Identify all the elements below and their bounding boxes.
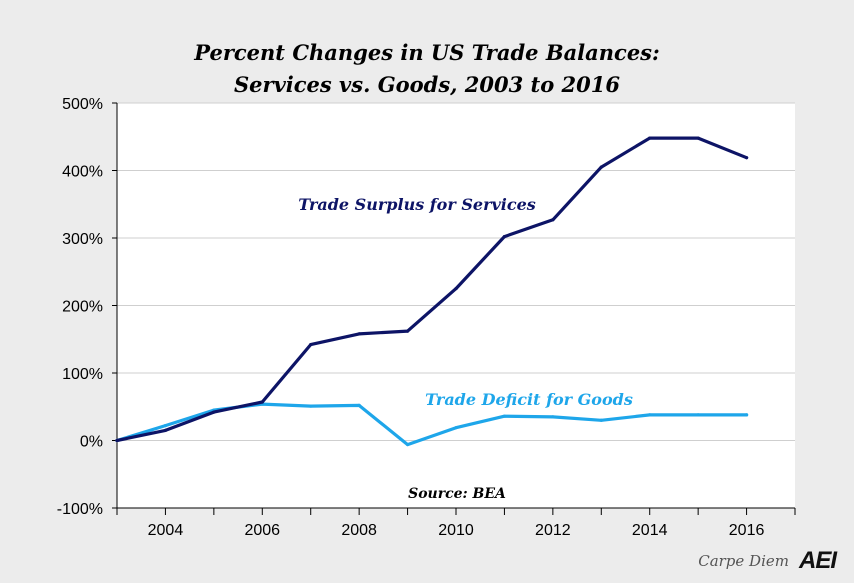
y-tick-label: 500% [62, 96, 103, 113]
data-point-goods [163, 424, 168, 428]
data-point-goods [454, 426, 458, 430]
data-point-goods [696, 413, 700, 417]
x-tick-label: 2014 [632, 522, 668, 539]
y-tick-label: 200% [62, 299, 103, 316]
data-point-services [163, 428, 168, 432]
x-tick-label: 2012 [535, 522, 571, 539]
data-point-services [212, 410, 216, 414]
x-tick-label: 2006 [244, 522, 280, 539]
y-tick-label: 300% [62, 231, 103, 248]
chart-title-line2: Services vs. Goods, 2003 to 2016 [234, 72, 620, 97]
x-tick-label: 2004 [148, 522, 184, 539]
aei-logo: AEI [798, 547, 837, 574]
data-point-services [357, 332, 361, 336]
data-point-goods [357, 403, 361, 407]
data-point-services [599, 165, 603, 169]
y-tick-label: 0% [80, 434, 103, 451]
series-label-goods: Trade Deficit for Goods [425, 390, 633, 409]
y-tick-label: 400% [62, 164, 103, 181]
y-tick-label: 100% [62, 366, 103, 383]
data-point-goods [744, 413, 749, 417]
data-point-services [551, 218, 555, 222]
data-point-goods [648, 413, 652, 417]
data-point-services [502, 235, 507, 239]
x-tick-label: 2008 [341, 522, 377, 539]
series-line-services [115, 136, 749, 443]
data-point-services [260, 400, 264, 404]
series-label-services: Trade Surplus for Services [298, 195, 536, 214]
x-tick-label: 2016 [729, 522, 765, 539]
annotations: Trade Surplus for Services Trade Deficit … [298, 195, 633, 502]
chart-title-line1: Percent Changes in US Trade Balances: [194, 40, 660, 65]
data-point-goods [309, 404, 313, 408]
data-point-services [744, 156, 749, 160]
data-point-goods [502, 414, 507, 418]
data-point-services [454, 287, 458, 291]
x-tick-label: 2010 [438, 522, 474, 539]
footer-brand: Carpe Diem [698, 552, 789, 570]
axes: -100% 0% 100% 200% 300% 400% 500% 2004 2006 2008 2… [57, 96, 796, 539]
data-point-services [696, 136, 700, 140]
source-note: Source: BEA [408, 486, 506, 502]
gridlines [117, 102, 795, 509]
y-tick-label: -100% [57, 501, 103, 518]
data-point-goods [551, 415, 555, 419]
data-point-goods [599, 418, 603, 422]
footer: Carpe Diem AEI [698, 547, 837, 575]
data-point-services [405, 329, 410, 333]
data-point-services [648, 136, 652, 140]
data-point-services [115, 438, 119, 443]
data-point-goods [405, 442, 410, 447]
series-lines [115, 136, 749, 447]
data-point-services [309, 343, 313, 347]
